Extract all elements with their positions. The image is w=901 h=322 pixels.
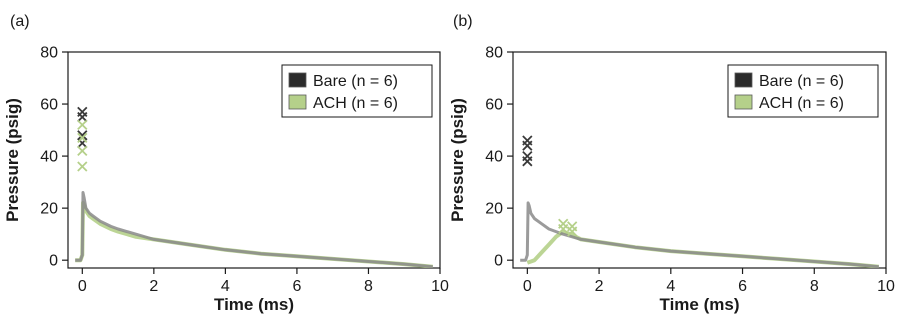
legend-label-ach: ACH (n = 6) [759, 95, 844, 112]
x-tick-label: 0 [523, 278, 532, 295]
legend-box [727, 64, 879, 118]
legend: Bare (n = 6) ACH (n = 6) [727, 64, 879, 118]
peak-marker-bare [522, 140, 533, 151]
x-tick-label: 8 [364, 278, 373, 295]
y-tick-label: 40 [40, 149, 58, 166]
traces [75, 191, 433, 268]
legend-swatch-bare [734, 72, 753, 88]
x-tick-label: 6 [738, 278, 747, 295]
legend-label-bare: Bare (n = 6) [313, 73, 398, 90]
x-tick-label: 2 [149, 278, 158, 295]
legend: Bare (n = 6) ACH (n = 6) [281, 64, 433, 118]
x-tick-label: 4 [666, 278, 675, 295]
legend-swatch-ach [734, 94, 753, 110]
legend-label-ach: ACH (n = 6) [313, 95, 398, 112]
y-tick-label: 20 [485, 201, 503, 218]
panel-b: (b) 0 2 4 6 8 10 0 20 40 60 80 Time (ms) Pressure (ps… [448, 13, 895, 314]
peak-marker-ach [77, 161, 88, 172]
series-line-ach [75, 200, 433, 268]
panel-a: (a) 0 2 4 6 8 10 0 20 40 60 80 Time (ms) Pressure (ps… [3, 13, 449, 314]
x-tick-label: 10 [431, 278, 449, 295]
x-tick-label: 4 [221, 278, 230, 295]
y-tick-label: 60 [40, 97, 58, 114]
peak-marker-ach [558, 223, 569, 235]
x-axis-title: Time (ms) [660, 295, 740, 314]
y-tick-label: 0 [49, 253, 58, 270]
peak-marker-ach [77, 119, 88, 131]
peak-marker-bare [77, 130, 88, 141]
legend-swatch-ach [288, 94, 307, 110]
peak-marker-ach [567, 226, 578, 237]
panel-label: (a) [10, 13, 30, 30]
peak-marker-bare [77, 111, 88, 123]
y-tick-label: 40 [485, 149, 503, 166]
legend-box [281, 64, 433, 118]
y-axis-title: Pressure (psig) [3, 98, 22, 222]
y-tick-label: 60 [485, 97, 503, 114]
x-tick-label: 2 [595, 278, 604, 295]
plot-frame [512, 51, 887, 269]
y-tick-label: 80 [485, 45, 503, 62]
x-tick-label: 8 [810, 278, 819, 295]
y-tick-label: 80 [40, 45, 58, 62]
x-tick-label: 0 [78, 278, 87, 295]
x-axis-title: Time (ms) [214, 295, 294, 314]
panel-label: (b) [453, 13, 473, 30]
peak-marker-ach [77, 132, 88, 144]
x-tick-label: 6 [292, 278, 301, 295]
x-tick-label: 10 [877, 278, 895, 295]
y-axis-title: Pressure (psig) [448, 98, 467, 222]
legend-label-bare: Bare (n = 6) [759, 73, 844, 90]
peak-marker-ach [77, 145, 88, 157]
peak-marker-bare [522, 156, 533, 167]
y-tick-label: 0 [494, 253, 503, 270]
traces [520, 201, 879, 268]
series-line-bare [520, 201, 879, 268]
legend-swatch-bare [288, 72, 307, 88]
series-line-bare [75, 191, 433, 268]
plot-frame [67, 51, 441, 269]
y-tick-label: 20 [40, 201, 58, 218]
